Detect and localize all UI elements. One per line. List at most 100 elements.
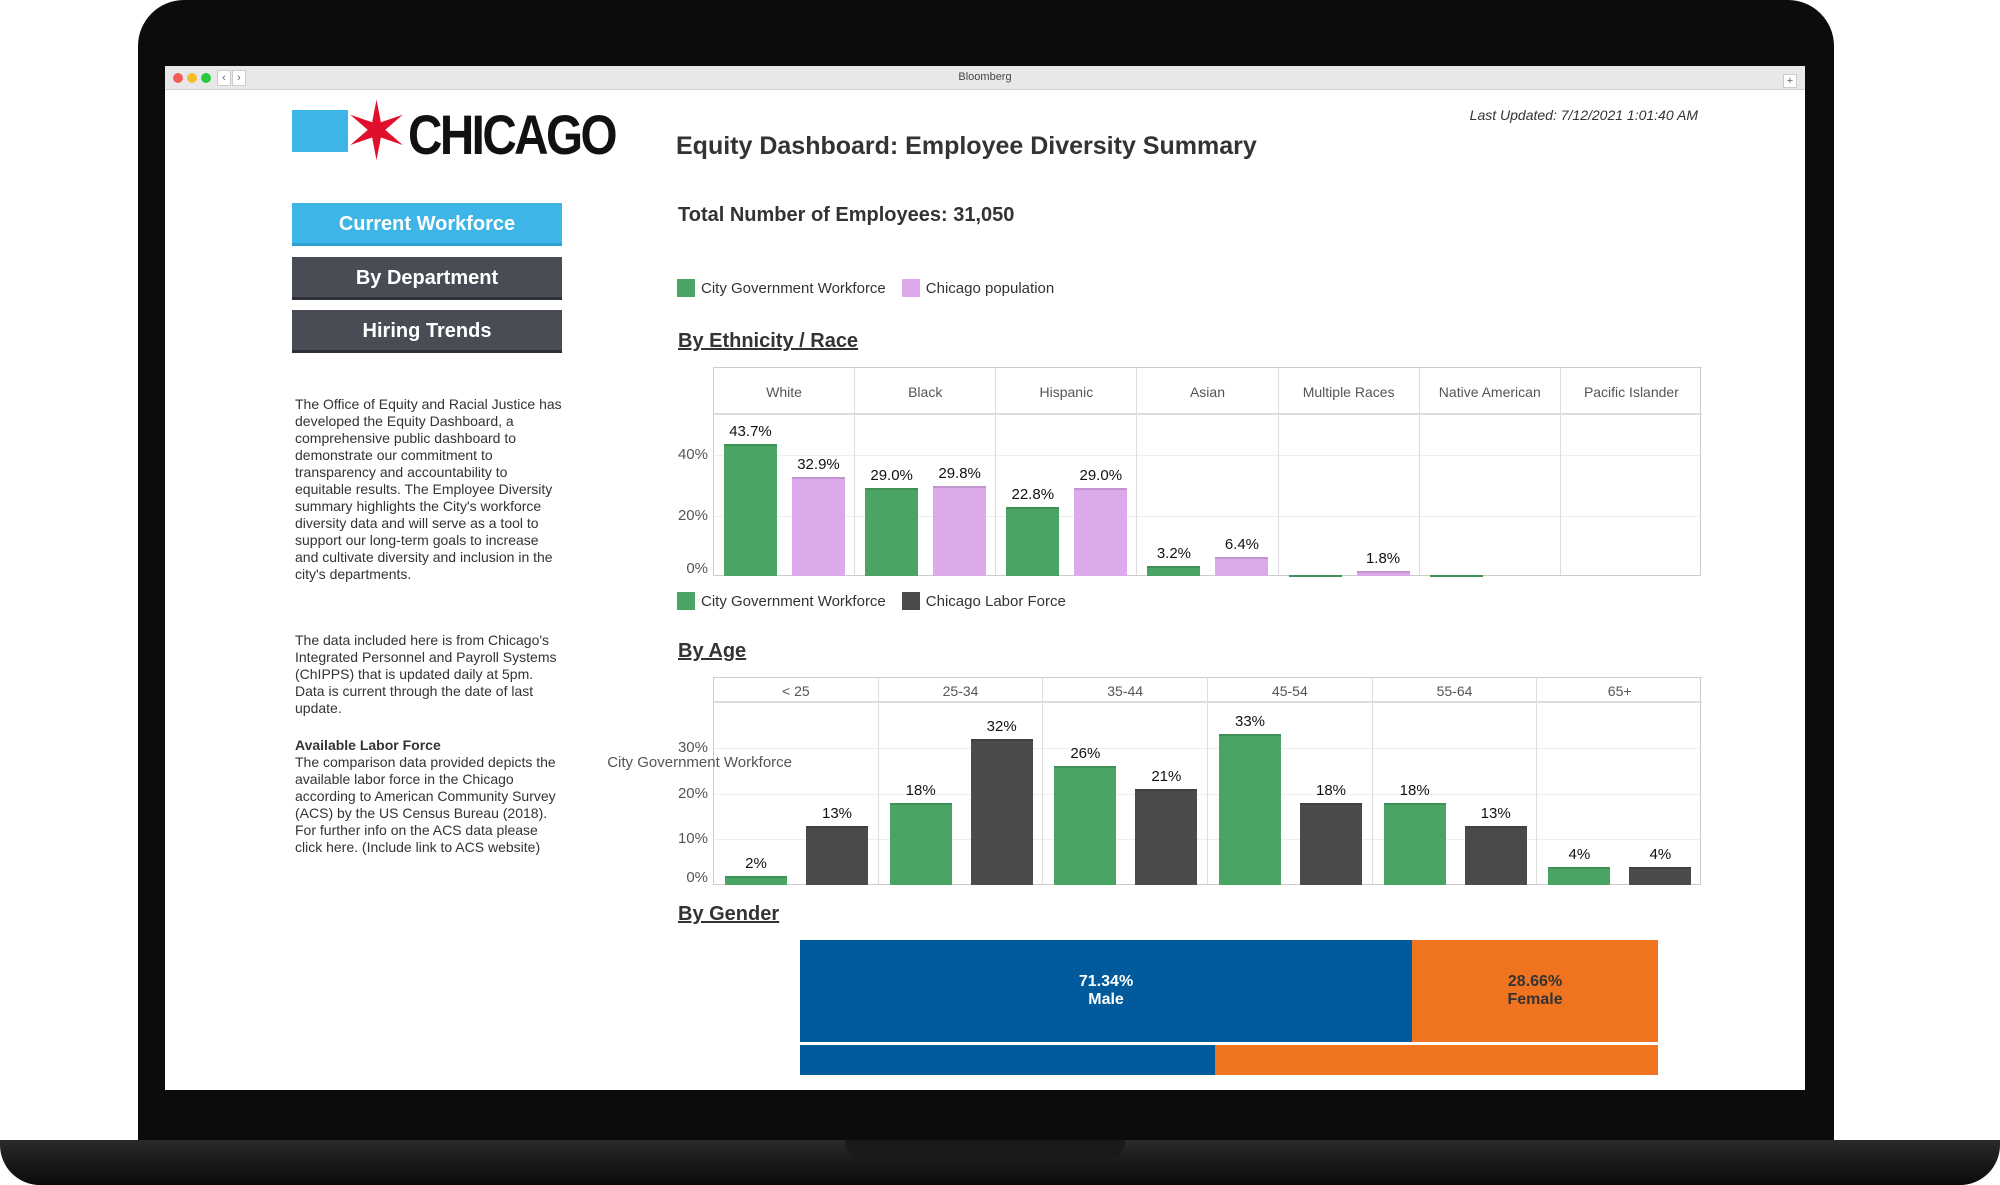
bar-value-label: 26% xyxy=(1070,745,1101,763)
bar-0 xyxy=(1054,766,1117,885)
gender-segment-female: 28.66% Female xyxy=(1412,940,1658,1042)
category-header: 25-34 xyxy=(878,677,1043,703)
category-header: White xyxy=(714,367,855,415)
laptop-notch xyxy=(845,1140,1125,1160)
bar-value-label: 21% xyxy=(1151,768,1182,786)
gridline xyxy=(714,455,1700,457)
category-column: Multiple Races 1.8% xyxy=(1278,367,1420,578)
category-header: 35-44 xyxy=(1043,677,1207,703)
y-tick-label: 0% xyxy=(686,869,708,886)
category-header: 65+ xyxy=(1537,677,1702,703)
y-tick-label: 40% xyxy=(677,446,708,464)
labor-force-heading: Available Labor Force xyxy=(295,737,441,753)
category-column: 45-54 33% 18% xyxy=(1208,677,1373,885)
legend-label: City Government Workforce xyxy=(701,592,886,610)
category-column: Pacific Islander xyxy=(1560,367,1702,575)
bar-value-label: 2% xyxy=(745,854,767,872)
legend-swatch-green xyxy=(677,592,695,610)
category-header: Black xyxy=(855,367,996,415)
bar-value-label: 32.9% xyxy=(797,455,840,473)
bar-1 xyxy=(970,738,1033,885)
bar-value-label: 29.0% xyxy=(1079,467,1123,485)
logo-text: CHICAGO xyxy=(408,103,617,166)
browser-title: Bloomberg xyxy=(958,71,1012,83)
y-tick-label: 20% xyxy=(677,506,708,524)
category-column: Hispanic 22.8% 29.0% xyxy=(996,367,1138,576)
category-header: < 25 xyxy=(714,677,878,703)
bar-0 xyxy=(1219,734,1281,885)
gender-chart: 71.34% Male 28.66% Female xyxy=(800,940,1658,1090)
last-updated: Last Updated: 7/12/2021 1:01:40 AM xyxy=(1469,107,1698,123)
screen: ‹ › Bloomberg + ✶ CHICAGO Current Workfo… xyxy=(165,66,1805,1090)
category-column: 55-64 18% 13% xyxy=(1372,677,1538,885)
bar-1 xyxy=(1464,825,1527,885)
category-header: Pacific Islander xyxy=(1560,367,1702,415)
bar-value-label: 29.0% xyxy=(870,467,913,485)
section-heading-ethnicity: By Ethnicity / Race xyxy=(678,330,859,352)
category-header: Asian xyxy=(1137,367,1278,415)
bar-1 xyxy=(1135,789,1198,885)
category-column: Asian 3.2% 6.4% xyxy=(1137,367,1279,576)
legend-label: City Government Workforce xyxy=(701,279,886,297)
bar-value-label: 29.8% xyxy=(938,465,981,483)
bar-value-label: 18% xyxy=(1315,781,1347,799)
bar-0 xyxy=(724,444,777,576)
maximize-window-button[interactable] xyxy=(201,73,211,83)
data-source-text: The data included here is from Chicago's… xyxy=(295,632,557,716)
forward-icon[interactable]: › xyxy=(232,70,246,86)
nav-hiring-trends[interactable]: Hiring Trends xyxy=(292,310,562,353)
new-tab-icon[interactable]: + xyxy=(1783,74,1797,88)
bar-value-label: 13% xyxy=(821,804,853,822)
bar-0 xyxy=(1548,866,1611,885)
bar-value-label: 6.4% xyxy=(1224,535,1260,553)
bar-value-label: 22.8% xyxy=(1011,486,1055,504)
gender-segment-male: 71.34% Male xyxy=(800,940,1413,1042)
bar-1 xyxy=(933,486,987,576)
bar-0 xyxy=(1429,575,1483,578)
y-tick-label: 30% xyxy=(677,739,708,757)
segment-name: Male xyxy=(1088,991,1124,1008)
legend-swatch-lilac xyxy=(901,279,920,297)
legend-swatch-green xyxy=(677,279,695,297)
nav-current-workforce[interactable]: Current Workforce xyxy=(292,203,562,246)
labor-force-text: The comparison data provided depicts the… xyxy=(295,754,556,855)
page-title: Equity Dashboard: Employee Diversity Sum… xyxy=(676,132,1257,160)
legend-label: Chicago population xyxy=(925,279,1055,297)
category-column: Black 29.0% 29.8% xyxy=(855,367,997,576)
bar-0 xyxy=(1006,507,1060,576)
bar-value-label: 18% xyxy=(1399,781,1430,799)
category-header: 55-64 xyxy=(1372,677,1537,703)
bar-value-label: 4% xyxy=(1649,845,1672,863)
y-tick-label: 20% xyxy=(677,784,708,802)
bar-0 xyxy=(1288,575,1342,578)
age-chart: 0% 10% 20% 30% < 25 2% 13% 25-34 18% 32% 35-44 26% 2… xyxy=(678,677,1702,886)
category-column: 65+ 4% 4% xyxy=(1537,677,1702,885)
segment-percent: 71.34% xyxy=(1078,973,1134,990)
legend-label: Chicago Labor Force xyxy=(925,592,1066,610)
bar-value-label: 18% xyxy=(905,781,936,799)
bar-value-label: 3.2% xyxy=(1156,545,1192,563)
ethnicity-chart: 0% 20% 40% White 43.7% 32.9% Black 29.0% 29.8% Hi… xyxy=(678,367,1702,578)
bar-value-label: 32% xyxy=(986,717,1017,735)
bar-1 xyxy=(806,825,868,885)
nav-by-department[interactable]: By Department xyxy=(292,257,562,300)
bar-1 xyxy=(792,476,845,576)
category-column: Native American xyxy=(1419,367,1561,578)
bar-value-label: 33% xyxy=(1234,713,1266,731)
category-column: < 25 2% 13% xyxy=(714,677,879,885)
back-icon[interactable]: ‹ xyxy=(217,70,231,86)
bar-1 xyxy=(1215,556,1269,576)
bar-0 xyxy=(1147,566,1201,576)
minimize-window-button[interactable] xyxy=(187,73,197,83)
bar-1 xyxy=(1074,488,1128,576)
bar-value-label: 4% xyxy=(1568,845,1591,863)
section-heading-age: By Age xyxy=(678,640,747,662)
y-tick-label: 10% xyxy=(677,830,708,848)
category-header: Multiple Races xyxy=(1278,367,1419,415)
category-header: Hispanic xyxy=(996,367,1137,415)
category-column: 25-34 18% 32% xyxy=(878,677,1044,885)
category-column: White 43.7% 32.9% xyxy=(714,367,856,576)
close-window-button[interactable] xyxy=(173,73,183,83)
browser-titlebar: ‹ › Bloomberg + xyxy=(165,66,1805,90)
section-heading-gender: By Gender xyxy=(678,903,780,925)
